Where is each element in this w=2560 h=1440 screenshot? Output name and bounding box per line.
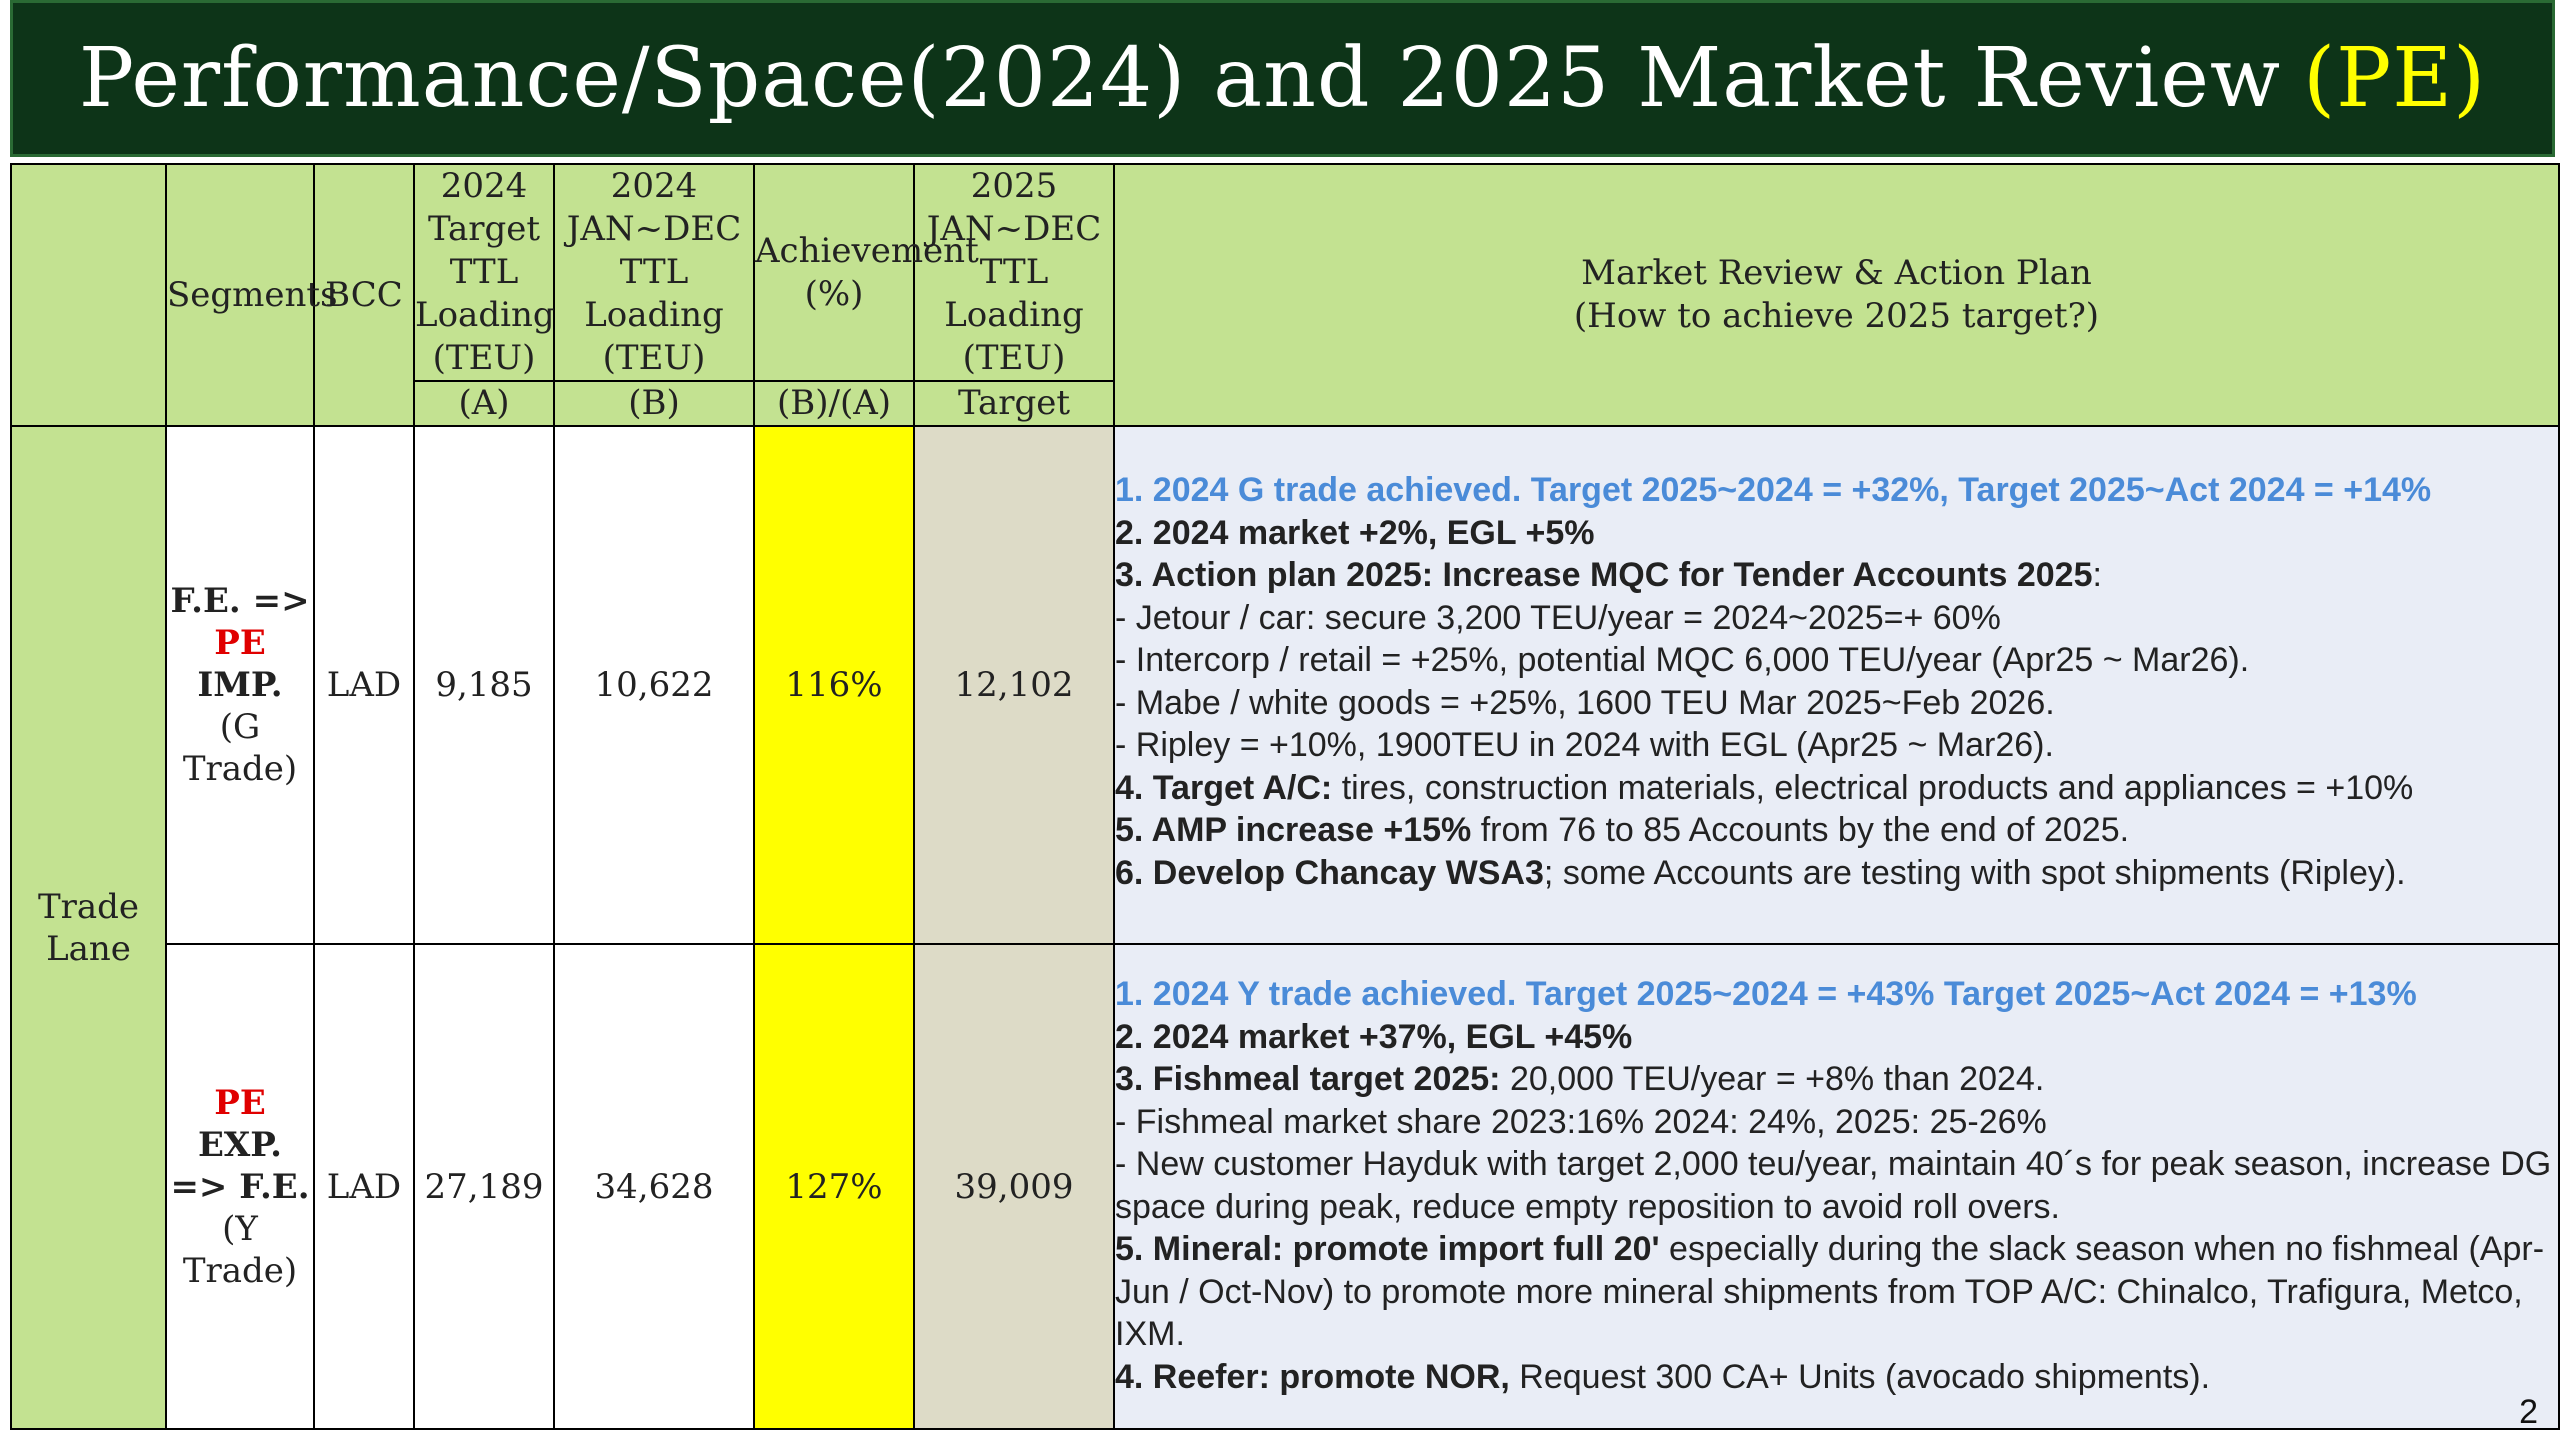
plan-bullet: - Fishmeal market share 2023:16% 2024: 2… bbox=[1115, 1102, 2047, 1141]
header-sub-target: Target bbox=[913, 380, 1115, 427]
plan-bullet: - Mabe / white goods = +25%, 1600 TEU Ma… bbox=[1115, 683, 2055, 722]
target-2025-value: 12,102 bbox=[913, 425, 1115, 945]
header-market-review: Market Review & Action Plan (How to achi… bbox=[1113, 163, 2560, 427]
plan-bullet: - New customer Hayduk with target 2,000 … bbox=[1115, 1145, 2552, 1226]
table-row: PE EXP. => F.E. (Y Trade) LAD 27,189 34,… bbox=[11, 943, 2560, 1430]
title-highlight: (PE) bbox=[2303, 31, 2487, 126]
plan-item: 1. 2024 G trade achieved. Target 2025~20… bbox=[1115, 471, 2432, 509]
plan-item: 1. 2024 Y trade achieved. Target 2025~20… bbox=[1115, 975, 2417, 1013]
bcc-value: LAD bbox=[313, 425, 415, 945]
trade-lane-label: Trade Lane bbox=[10, 425, 167, 1430]
page-number: 2 bbox=[2519, 1393, 2538, 1431]
plan-bullet: - Intercorp / retail = +25%, potential M… bbox=[1115, 641, 2250, 679]
header-sub-a: (A) bbox=[413, 380, 555, 427]
plan-bullet: - Ripley = +10%, 1900TEU in 2024 with EG… bbox=[1115, 726, 2054, 764]
plan-bullet: - Jetour / car: secure 3,200 TEU/year = … bbox=[1115, 598, 2001, 637]
header-plan-line1: Market Review & Action Plan bbox=[1581, 253, 2092, 293]
segment-g-trade: F.E. => PE IMP. (G Trade) bbox=[165, 425, 315, 945]
header-segments: Segments bbox=[165, 163, 338, 427]
segment-y-trade: PE EXP. => F.E. (Y Trade) bbox=[165, 943, 315, 1430]
table-row: Trade Lane F.E. => PE IMP. (G Trade) LAD… bbox=[10, 425, 2560, 1430]
header-bcc: BCC bbox=[313, 163, 415, 427]
bcc-value: LAD bbox=[313, 943, 415, 1430]
target-2024-value: 27,189 bbox=[413, 943, 555, 1430]
achievement-value: 116% bbox=[753, 425, 915, 945]
achievement-value: 127% bbox=[753, 943, 915, 1430]
action-plan-g-trade: 1. 2024 G trade achieved. Target 2025~20… bbox=[1113, 425, 2560, 945]
target-2025-value: 39,009 bbox=[913, 943, 1115, 1430]
header-target-2024: 2024 Target TTL Loading (TEU) bbox=[413, 163, 555, 382]
performance-table: Segments BCC 2024 Target TTL Loading (TE… bbox=[10, 163, 2560, 1430]
header-sub-b: (B) bbox=[553, 380, 755, 427]
action-plan-y-trade: 1. 2024 Y trade achieved. Target 2025~20… bbox=[1113, 943, 2560, 1430]
target-2024-value: 9,185 bbox=[413, 425, 555, 945]
header-lane-blank bbox=[10, 163, 167, 427]
header-achievement: Achievement (%) bbox=[753, 163, 979, 382]
header-actual-2024: 2024 JAN~DEC TTL Loading (TEU) bbox=[553, 163, 755, 382]
actual-2024-value: 34,628 bbox=[553, 943, 755, 1430]
actual-2024-value: 10,622 bbox=[553, 425, 755, 945]
header-sub-ba: (B)/(A) bbox=[753, 380, 915, 427]
header-loading-2025: 2025 JAN~DEC TTL Loading (TEU) bbox=[913, 163, 1115, 382]
header-plan-line2: (How to achieve 2025 target?) bbox=[1573, 296, 2100, 336]
title-main: Performance/Space(2024) and 2025 Market … bbox=[78, 31, 2282, 126]
slide-title: Performance/Space(2024) and 2025 Market … bbox=[10, 0, 2555, 157]
